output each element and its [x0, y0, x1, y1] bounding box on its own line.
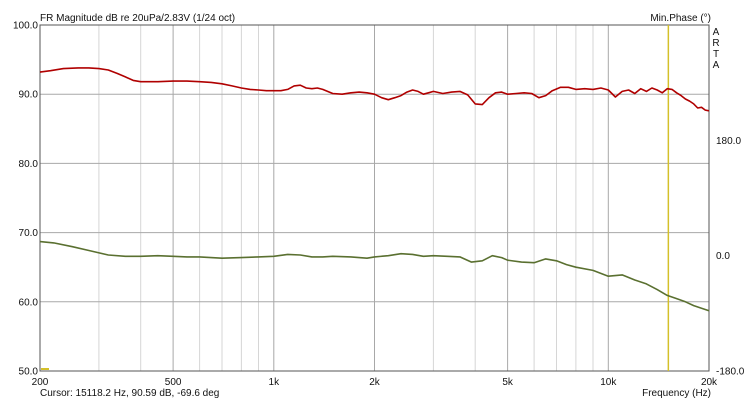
brand-letter: T [713, 49, 719, 60]
x-axis-label: Frequency (Hz) [642, 388, 711, 399]
chart-title: FR Magnitude dB re 20uPa/2.83V (1/24 oct… [40, 13, 235, 24]
phase-series-line [39, 240, 710, 312]
brand-letter: A [713, 60, 720, 71]
grid [40, 25, 709, 371]
y-tick-label: 70.0 [19, 228, 39, 239]
y-tick-label: 50.0 [19, 367, 39, 378]
x-tick-label: 1k [269, 377, 281, 388]
x-tick-label: 200 [32, 377, 49, 388]
y2-tick-label: 0.0 [716, 251, 730, 262]
x-tick-label: 5k [502, 377, 514, 388]
corner-marker [41, 368, 49, 370]
cursor-readout: Cursor: 15118.2 Hz, 90.59 dB, -69.6 deg [40, 388, 219, 399]
y-tick-label: 60.0 [19, 297, 39, 308]
x-tick-label: 500 [165, 377, 182, 388]
y-tick-label: 90.0 [19, 90, 39, 101]
brand-letter: A [713, 27, 720, 38]
y-tick-label: 80.0 [19, 159, 39, 170]
series-group [39, 67, 710, 312]
phase-axis-title: Min.Phase (°) [650, 13, 711, 24]
magnitude-series-line [39, 67, 710, 112]
x-tick-label: 2k [369, 377, 381, 388]
plot-frame [39, 24, 710, 372]
y2-tick-label: 180.0 [716, 136, 741, 147]
tick-labels: 200 500 1k 2k 5k 10k 20k 100.0 90.0 80.0 70.0 60.0 5… [13, 21, 745, 389]
x-tick-label: 10k [600, 377, 617, 388]
y-tick-label: 100.0 [13, 21, 38, 32]
y2-tick-label: -180.0 [716, 367, 745, 378]
brand-letter: R [712, 38, 719, 49]
x-tick-label: 20k [701, 377, 718, 388]
